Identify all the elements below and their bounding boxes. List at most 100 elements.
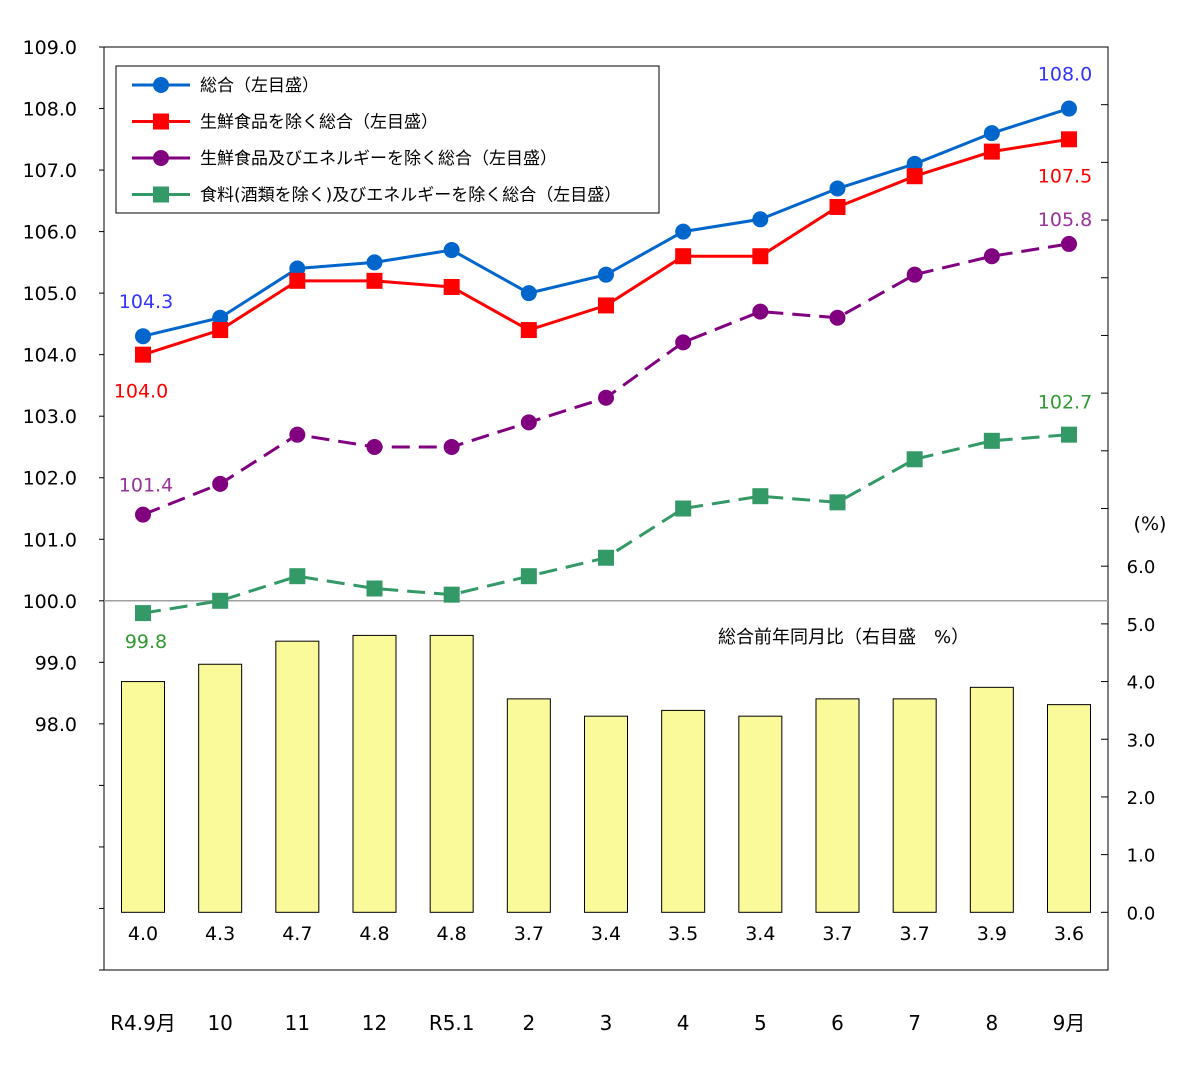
series-line	[142, 242, 1070, 517]
left-tick-label: 102.0	[23, 468, 77, 490]
data-point-marker	[752, 248, 769, 265]
data-point-marker	[366, 272, 383, 289]
data-point-marker	[520, 414, 537, 431]
x-tick-label: 10	[207, 1011, 232, 1035]
bar	[275, 640, 320, 913]
data-point-marker	[520, 322, 537, 339]
data-point-marker	[443, 438, 460, 455]
data-label-last: 105.8	[1038, 209, 1092, 231]
right-tick-label: 5.0	[1127, 615, 1156, 636]
right-tick-label: 1.0	[1127, 846, 1156, 867]
bar	[661, 709, 706, 913]
right-tick-label: 4.0	[1127, 673, 1156, 694]
right-tick-label: 0.0	[1127, 903, 1156, 924]
legend-marker	[153, 186, 169, 203]
bar	[584, 715, 628, 913]
data-point-marker	[1061, 100, 1077, 117]
data-point-marker	[829, 198, 846, 215]
legend-label: 食料(酒類を除く)及びエネルギーを除く総合（左目盛）	[200, 186, 621, 206]
bar	[1047, 704, 1091, 913]
bar	[892, 698, 937, 913]
legend-marker	[153, 77, 169, 93]
data-point-marker	[906, 451, 923, 468]
left-tick-label: 101.0	[23, 529, 77, 551]
left-tick-label: 98.0	[35, 714, 77, 736]
bar	[198, 663, 243, 913]
data-point-marker	[366, 254, 383, 271]
data-label-first: 104.0	[114, 381, 168, 403]
bar	[815, 698, 860, 913]
bar-value-label: 4.8	[437, 923, 467, 945]
x-tick-label: R5.1	[429, 1011, 475, 1035]
left-tick-label: 104.0	[23, 345, 77, 367]
data-point-marker	[906, 266, 923, 283]
bar-value-label: 3.4	[745, 923, 775, 945]
left-tick-label: 107.0	[23, 160, 77, 182]
data-point-marker	[829, 494, 846, 511]
data-point-marker	[1061, 131, 1077, 148]
data-point-marker	[675, 500, 692, 517]
x-tick-label: 4	[677, 1011, 690, 1035]
bar-value-label: 3.5	[668, 923, 698, 945]
right-axis-unit: (%)	[1134, 513, 1167, 535]
data-point-marker	[983, 432, 1000, 449]
left-tick-label: 100.0	[23, 591, 77, 613]
data-point-marker	[752, 303, 769, 320]
bar-value-label: 3.4	[591, 923, 621, 945]
left-tick-label: 108.0	[23, 99, 77, 121]
bar	[352, 634, 397, 913]
data-label-first: 104.3	[119, 291, 173, 313]
data-point-marker	[1061, 426, 1077, 443]
data-point-marker	[366, 438, 383, 455]
data-point-marker	[443, 242, 460, 259]
x-tick-label: 11	[285, 1011, 310, 1035]
data-label-first: 101.4	[119, 475, 173, 497]
data-point-marker	[135, 346, 151, 363]
bar-value-label: 4.0	[128, 923, 158, 945]
data-point-marker	[983, 248, 1000, 265]
legend-marker	[153, 113, 169, 130]
data-point-marker	[135, 506, 151, 523]
data-point-marker	[752, 211, 769, 228]
data-point-marker	[983, 125, 1000, 142]
left-tick-label: 99.0	[35, 652, 77, 674]
data-point-marker	[598, 266, 614, 283]
x-tick-label: 2	[522, 1011, 535, 1035]
right-tick-label: 6.0	[1127, 557, 1156, 578]
data-point-marker	[289, 426, 306, 443]
left-tick-label: 105.0	[23, 283, 77, 305]
data-point-marker	[135, 605, 151, 622]
bar-value-label: 3.7	[900, 923, 930, 945]
bar	[121, 681, 165, 913]
bar-value-label: 4.3	[205, 923, 235, 945]
left-tick-label: 109.0	[23, 37, 77, 59]
bar	[506, 698, 551, 913]
legend-box	[115, 65, 660, 214]
data-point-marker	[829, 180, 846, 197]
x-tick-label: 7	[908, 1011, 921, 1035]
data-point-marker	[520, 285, 537, 302]
x-tick-label: 5	[754, 1011, 767, 1035]
bar-value-label: 3.9	[977, 923, 1007, 945]
data-point-marker	[212, 592, 229, 609]
legend-label: 生鮮食品及びエネルギーを除く総合（左目盛）	[200, 149, 557, 169]
left-tick-label: 103.0	[23, 406, 77, 428]
data-label-first: 99.8	[125, 631, 167, 653]
bar	[738, 715, 783, 913]
bar	[429, 634, 474, 913]
right-tick-label: 2.0	[1127, 788, 1156, 809]
left-tick-label: 106.0	[23, 222, 77, 244]
data-point-marker	[598, 297, 614, 314]
data-label-last: 108.0	[1038, 64, 1092, 86]
bar-value-label: 3.6	[1054, 923, 1084, 945]
data-point-marker	[212, 322, 229, 339]
bar-value-label: 4.7	[282, 923, 312, 945]
data-point-marker	[212, 309, 229, 326]
bar	[969, 686, 1014, 913]
data-point-marker	[598, 549, 614, 566]
data-point-marker	[675, 334, 692, 351]
data-point-marker	[906, 155, 923, 172]
data-point-marker	[752, 488, 769, 505]
data-point-marker	[598, 389, 614, 406]
